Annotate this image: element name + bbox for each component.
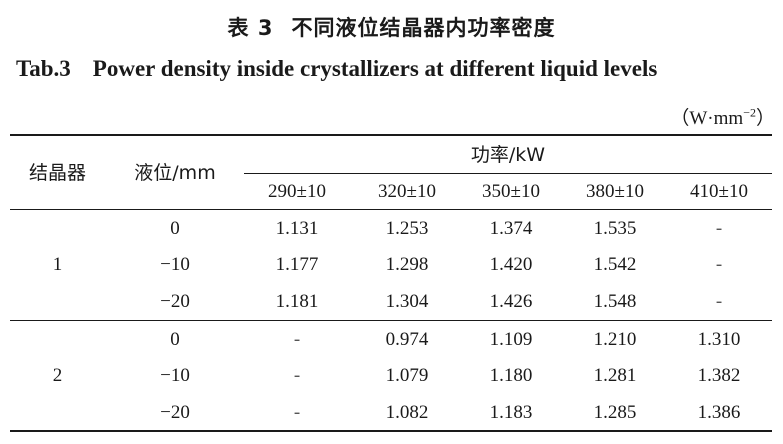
unit-close: ）	[755, 108, 775, 129]
bottom-rule	[10, 430, 772, 432]
liquid-level-cell: 0	[170, 218, 180, 239]
power-density-cell: 1.285	[593, 402, 637, 423]
power-density-cell: 1.548	[593, 291, 637, 312]
table-number-cn: 表 3	[227, 16, 274, 40]
power-density-cell: 1.183	[489, 402, 533, 423]
header-power-2: 350±10	[482, 181, 540, 202]
header-power-0: 290±10	[268, 181, 326, 202]
top-rule	[10, 134, 772, 136]
liquid-level-cell: 0	[170, 329, 180, 350]
power-density-cell: 1.180	[489, 365, 533, 386]
liquid-level-cell: −20	[160, 402, 190, 423]
unit-exponent: −2	[743, 105, 756, 120]
power-density-cell: 1.082	[385, 402, 429, 423]
power-density-cell: 1.298	[385, 254, 429, 275]
header-crystallizer: 结晶器	[28, 162, 86, 184]
power-density-cell: 1.310	[697, 329, 741, 350]
power-density-cell: 1.210	[593, 329, 637, 350]
header-power-group: 功率/kW	[470, 144, 546, 166]
table-caption-en: Power density inside crystallizers at di…	[92, 56, 658, 81]
table-number-en: Tab.3	[16, 56, 71, 81]
power-density-cell: -	[293, 365, 301, 386]
power-density-cell: -	[715, 254, 723, 275]
liquid-level-cell: −20	[160, 291, 190, 312]
liquid-level-cell: −10	[160, 254, 190, 275]
power-density-cell: 1.386	[697, 402, 741, 423]
header-power-1: 320±10	[378, 181, 436, 202]
power-density-cell: -	[293, 402, 301, 423]
power-density-cell: 1.177	[275, 254, 319, 275]
unit-label: （W·mm−2）	[670, 103, 775, 130]
table-title-chinese: 表 3 不同液位结晶器内功率密度	[0, 12, 783, 42]
power-density-cell: 1.181	[275, 291, 319, 312]
power-density-cell: 1.535	[593, 218, 637, 239]
table-caption-cn: 不同液位结晶器内功率密度	[291, 16, 556, 40]
power-density-cell: 1.426	[489, 291, 533, 312]
unit-base: （W·mm	[670, 108, 744, 129]
power-density-cell: 1.420	[489, 254, 533, 275]
header-power-3: 380±10	[586, 181, 644, 202]
header-sub-rule	[244, 173, 772, 174]
power-density-cell: 1.079	[385, 365, 429, 386]
power-density-cell: 1.253	[385, 218, 429, 239]
liquid-level-cell: −10	[160, 365, 190, 386]
power-density-cell: 1.281	[593, 365, 637, 386]
header-liquid-level: 液位/mm	[134, 162, 216, 184]
power-density-cell: 1.109	[489, 329, 533, 350]
crystallizer-id: 1	[52, 254, 63, 275]
crystallizer-id: 2	[52, 365, 63, 386]
power-density-cell: 1.131	[275, 218, 319, 239]
power-density-cell: 0.974	[385, 329, 429, 350]
power-density-cell: 1.374	[489, 218, 533, 239]
header-power-4: 410±10	[690, 181, 748, 202]
table-title-english: Tab.3 Power density inside crystallizers …	[16, 56, 776, 82]
power-density-cell: 1.304	[385, 291, 429, 312]
header-bottom-rule	[10, 209, 772, 210]
group-divider-rule	[10, 320, 772, 321]
power-density-cell: 1.542	[593, 254, 637, 275]
power-density-cell: -	[715, 218, 723, 239]
power-density-cell: 1.382	[697, 365, 741, 386]
power-density-cell: -	[715, 291, 723, 312]
power-density-cell: -	[293, 329, 301, 350]
